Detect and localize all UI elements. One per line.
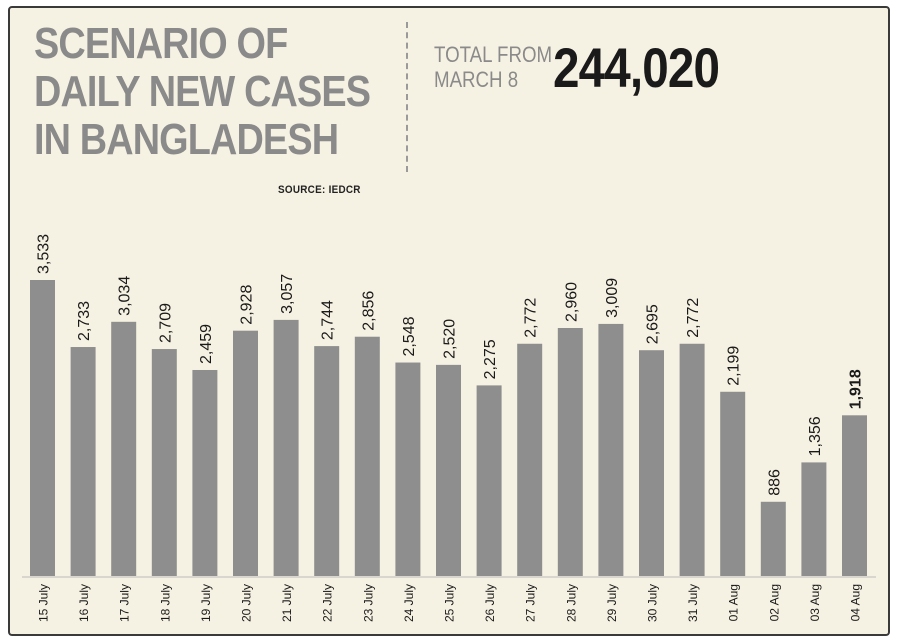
category-label-1: 16 July	[77, 584, 91, 622]
bar-1	[70, 347, 96, 576]
value-label-5: 2,928	[239, 285, 256, 325]
total-cases-value: 244,020	[553, 36, 720, 99]
title-line-2: DAILY NEW CASES	[34, 67, 371, 116]
bar-18	[760, 501, 786, 576]
bar-17	[720, 391, 746, 576]
value-label-16: 2,772	[685, 298, 702, 338]
value-label-9: 2,548	[401, 316, 418, 356]
bar-10	[436, 364, 461, 576]
total-label-line-2: MARCH 8	[434, 67, 519, 92]
title-line-3: IN BANGLADESH	[34, 115, 339, 164]
infographic-panel: SCENARIO OF DAILY NEW CASES IN BANGLADES…	[8, 6, 890, 636]
title-line-1: SCENARIO OF	[34, 19, 288, 68]
value-label-1: 2,733	[76, 301, 93, 341]
category-label-10: 25 July	[443, 584, 457, 622]
category-label-18: 02 Aug	[767, 584, 781, 621]
bar-9	[395, 362, 421, 576]
category-label-7: 22 July	[321, 584, 335, 622]
bar-15	[639, 350, 664, 576]
bar-12	[517, 343, 543, 576]
category-label-11: 26 July	[483, 584, 497, 622]
bar-13	[557, 328, 583, 576]
category-label-14: 29 July	[605, 584, 619, 622]
value-label-0: 3,533	[36, 234, 53, 274]
bar-5	[233, 330, 258, 576]
header-divider	[406, 22, 408, 172]
category-label-13: 28 July	[564, 584, 578, 622]
value-label-8: 2,856	[360, 291, 377, 331]
category-label-20: 04 Aug	[849, 584, 863, 621]
category-label-5: 20 July	[240, 584, 254, 622]
bar-4	[192, 369, 218, 576]
bar-0	[30, 280, 55, 576]
category-label-0: 15 July	[37, 584, 51, 622]
value-label-18: 886	[766, 469, 783, 496]
value-label-17: 2,199	[726, 346, 743, 386]
bar-7	[314, 346, 340, 576]
category-label-3: 18 July	[158, 584, 172, 622]
source-credit: SOURCE: IEDCR	[278, 184, 361, 196]
bar-14	[598, 323, 624, 576]
infographic-title: SCENARIO OF DAILY NEW CASES IN BANGLADES…	[34, 19, 371, 164]
value-label-6: 3,057	[279, 274, 296, 314]
category-label-2: 17 July	[118, 584, 132, 622]
category-label-8: 23 July	[361, 584, 375, 622]
category-label-12: 27 July	[524, 584, 538, 622]
bar-6	[273, 319, 299, 576]
value-label-11: 2,275	[482, 339, 499, 379]
bar-19	[801, 462, 827, 576]
value-label-3: 2,709	[157, 303, 174, 343]
category-label-16: 31 July	[686, 584, 700, 622]
bar-2	[111, 321, 137, 576]
category-label-15: 30 July	[646, 584, 660, 622]
bar-16	[679, 343, 705, 576]
value-label-12: 2,772	[523, 298, 540, 338]
daily-cases-bar-chart: 3,533 15 July 2,733 16 July 3,034 17 July 2,70…	[22, 234, 876, 622]
bar-3	[151, 349, 177, 576]
category-label-9: 24 July	[402, 584, 416, 622]
value-label-14: 3,009	[604, 278, 621, 318]
value-label-13: 2,960	[563, 282, 580, 322]
value-label-20: 1,918	[848, 369, 865, 409]
value-label-2: 3,034	[117, 276, 134, 316]
value-label-15: 2,695	[645, 304, 662, 344]
category-label-6: 21 July	[280, 584, 294, 622]
total-label: TOTAL FROM MARCH 8	[434, 42, 552, 92]
category-label-4: 19 July	[199, 584, 213, 622]
bar-11	[476, 385, 502, 576]
value-label-7: 2,744	[320, 300, 337, 340]
category-label-19: 03 Aug	[808, 584, 822, 621]
bar-8	[354, 336, 380, 576]
category-label-17: 01 Aug	[727, 584, 741, 621]
value-label-4: 2,459	[198, 324, 215, 364]
value-label-19: 1,356	[807, 416, 824, 456]
bar-20	[842, 415, 867, 576]
total-label-line-1: TOTAL FROM	[434, 42, 553, 67]
value-label-10: 2,520	[442, 319, 459, 359]
